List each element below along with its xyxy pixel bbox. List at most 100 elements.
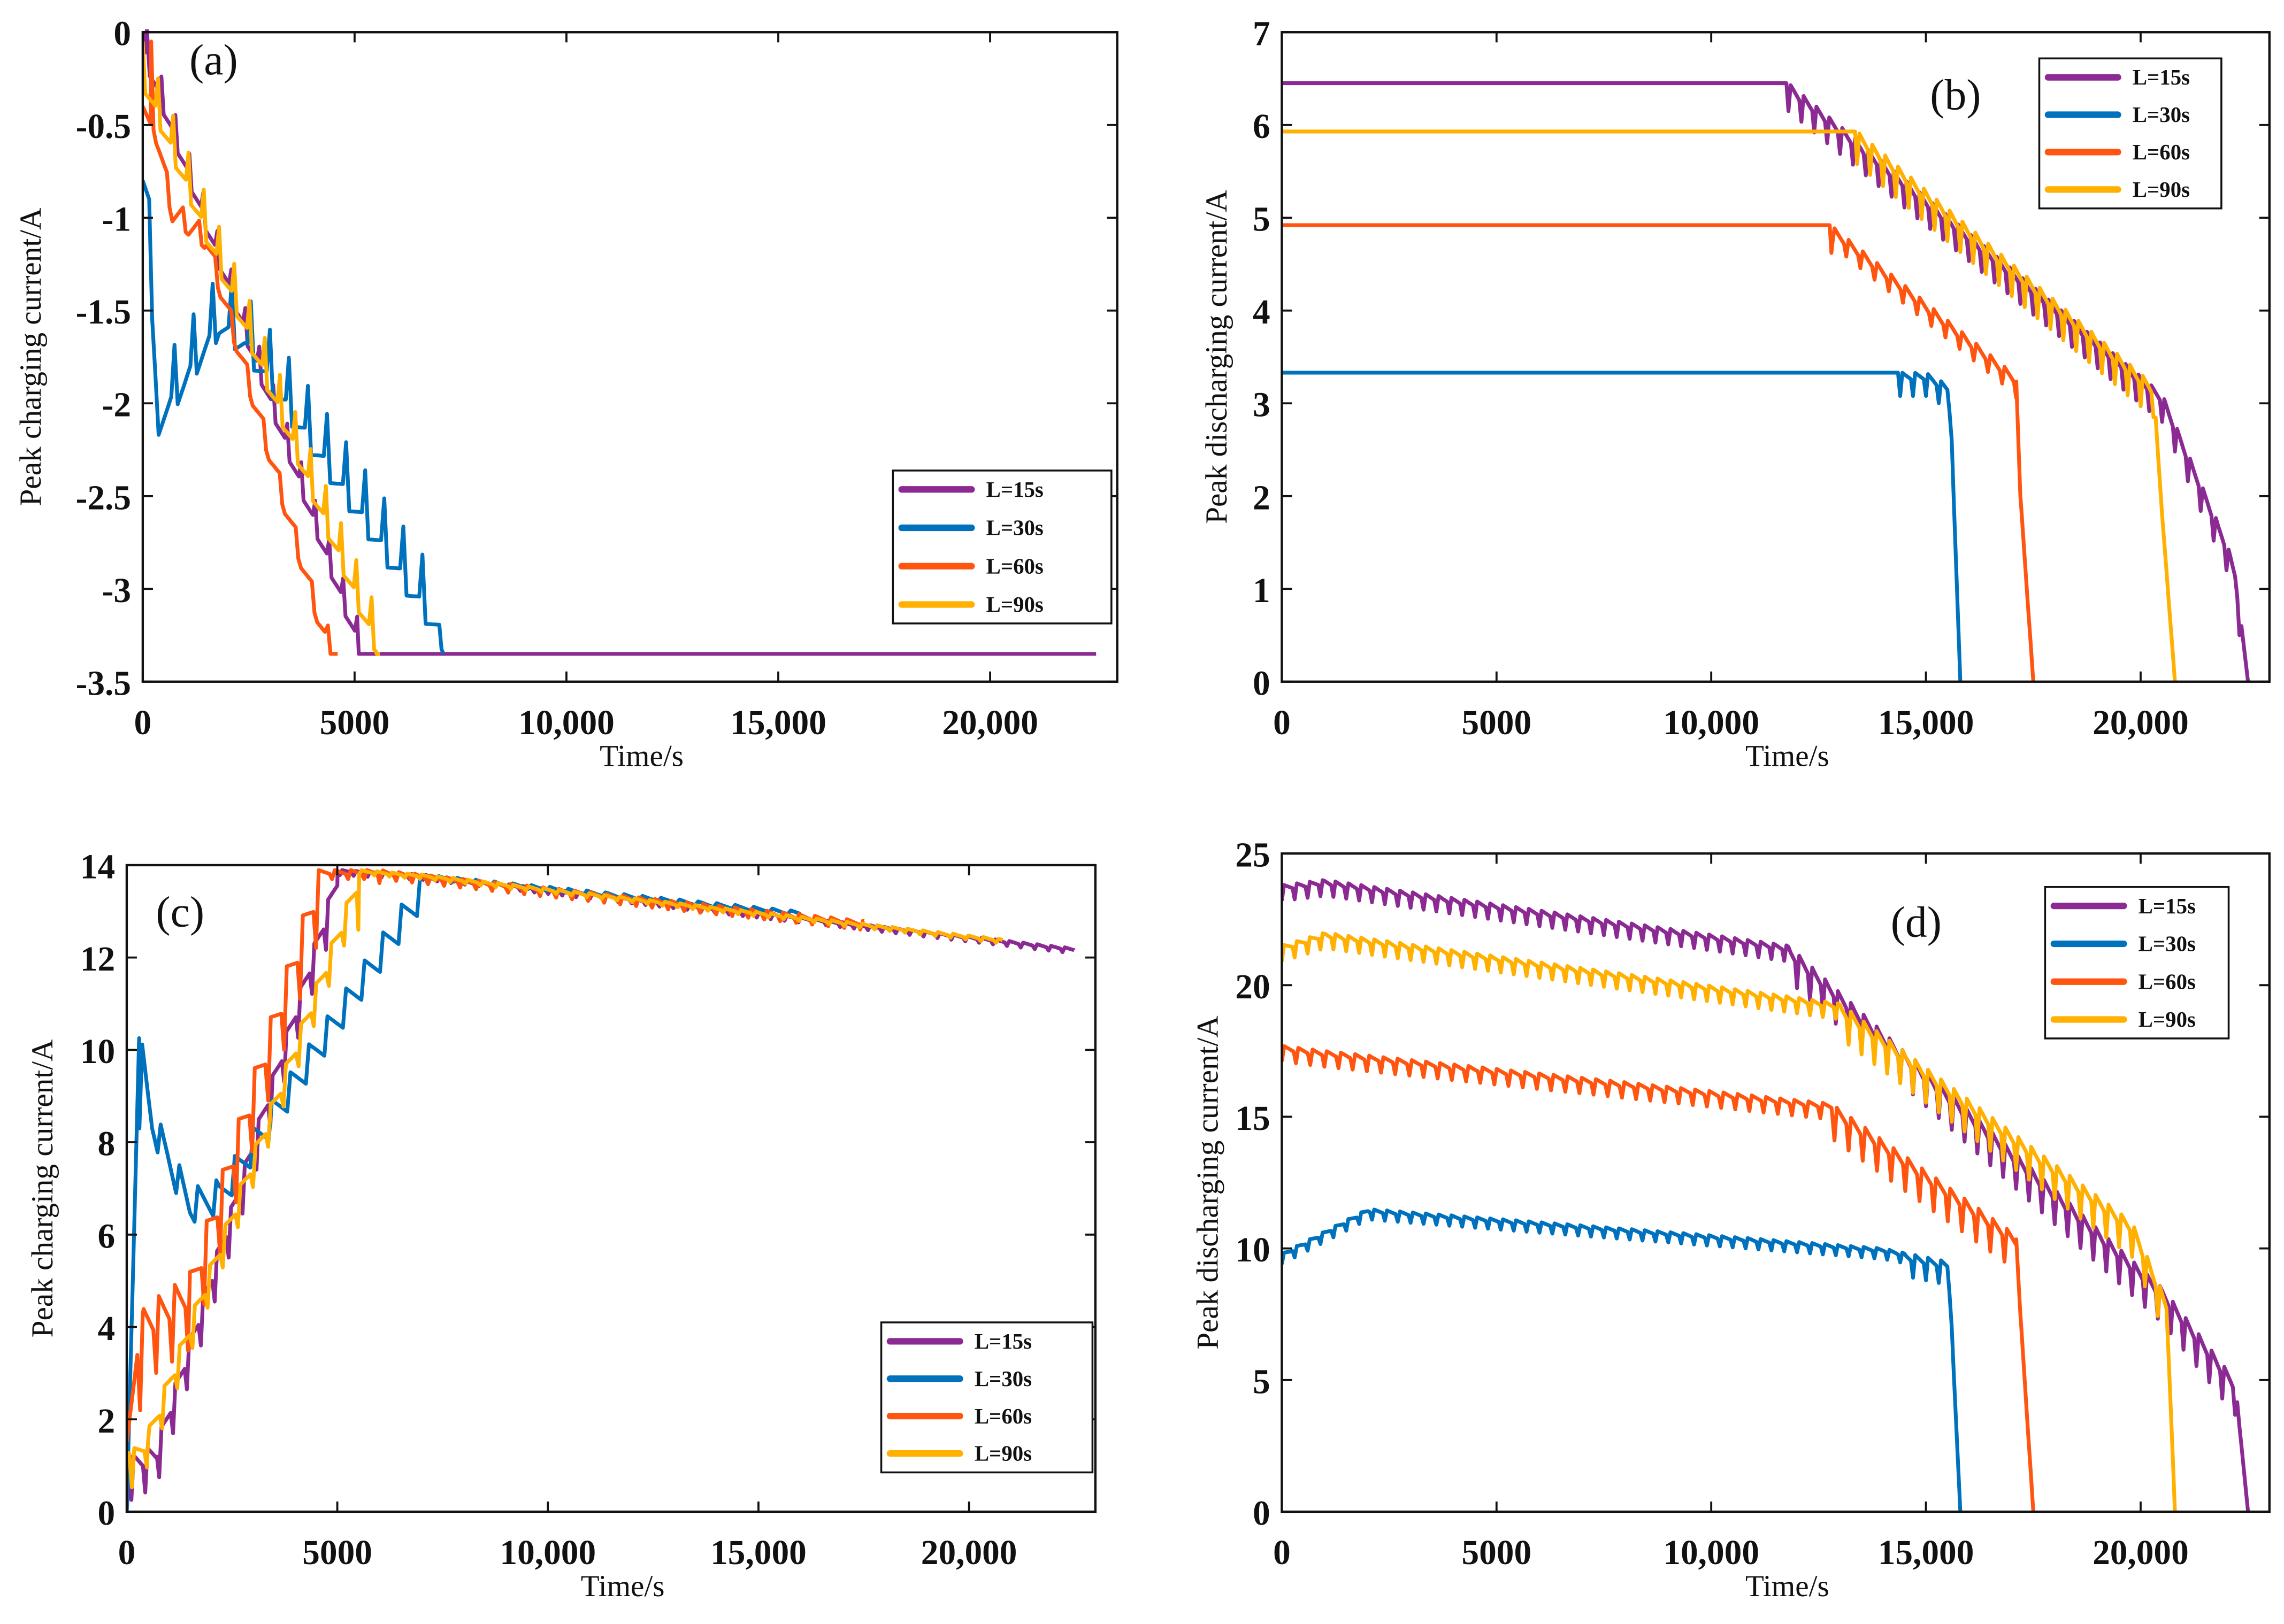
x-tick-label: 0	[134, 704, 152, 742]
y-tick-label: -1	[102, 201, 131, 239]
legend-entry: L=60s	[2133, 140, 2190, 164]
y-tick-label: 7	[1253, 15, 1270, 53]
y-tick-label: -3	[102, 572, 131, 610]
series-group	[1282, 878, 2250, 1512]
axes-box	[1281, 852, 2271, 1513]
series-line-l90s	[142, 41, 381, 656]
series-line-l30s	[1282, 371, 1963, 682]
legend-entry: L=90s	[2139, 1007, 2196, 1032]
x-tick-label: 5000	[1461, 704, 1531, 742]
y-tick-label: 4	[97, 1310, 115, 1348]
panel-label: (a)	[189, 35, 238, 84]
x-tick-label: 5000	[320, 704, 390, 742]
series-line-l60s	[142, 40, 338, 656]
y-tick-label: 5	[1253, 201, 1270, 239]
y-tick-label: 4	[1253, 293, 1270, 332]
x-tick-label: 5000	[1461, 1534, 1531, 1572]
legend: L=15s L=30s L=60s L=90s	[892, 470, 1113, 625]
panel-label: (b)	[1930, 71, 1981, 119]
y-tick-label: 0	[1253, 664, 1270, 703]
legend-entry: L=60s	[975, 1404, 1032, 1428]
panel-label: (d)	[1891, 897, 1942, 946]
legend: L=15s L=30s L=60s L=90s	[2044, 886, 2230, 1040]
legend: L=15s L=30s L=60s L=90s	[880, 1321, 1094, 1474]
y-tick-label: 20	[1235, 968, 1270, 1006]
y-tick-label: 25	[1235, 836, 1270, 875]
x-tick-label: 15,000	[730, 704, 826, 742]
legend-entry: L=30s	[2139, 932, 2196, 956]
panel-label: (c)	[156, 887, 204, 936]
series-line-l90s	[126, 868, 1003, 1490]
series-group	[142, 29, 1098, 656]
legend-entry: L=15s	[2139, 894, 2196, 918]
x-tick-label: 10,000	[1663, 1534, 1759, 1572]
legend-box	[880, 1321, 1094, 1474]
axes-box	[141, 31, 1118, 683]
y-tick-label: -0.5	[76, 107, 131, 146]
y-tick-label: 2	[1253, 479, 1270, 517]
x-tick-label: 10,000	[1663, 704, 1759, 742]
legend-entry: L=90s	[975, 1442, 1032, 1466]
x-tick-label: 20,000	[2093, 704, 2189, 742]
y-tick-label: 5	[1253, 1363, 1270, 1401]
panel-c: 0 5000 10,000 15,000 20,000 0 2 4 6 8 10 12 14 Time/s…	[26, 848, 1097, 1603]
series-group	[1282, 81, 2250, 682]
series-line-l30s	[126, 873, 802, 1512]
legend-entry: L=15s	[2133, 65, 2190, 89]
legend-entry: L=30s	[986, 516, 1044, 540]
legend-entry: L=30s	[2133, 103, 2190, 127]
x-axis-label: Time/s	[600, 740, 684, 773]
legend-entry: L=30s	[975, 1367, 1032, 1391]
legend-box	[892, 470, 1113, 625]
x-tick-label: 5000	[302, 1534, 372, 1572]
x-tick-label: 20,000	[942, 704, 1038, 742]
series-line-l15s	[1282, 81, 2250, 682]
axes-box	[125, 864, 1097, 1513]
legend-entry: L=60s	[2139, 969, 2196, 994]
y-tick-label: 0	[113, 15, 131, 53]
y-tick-label: 8	[97, 1125, 115, 1164]
axes-box	[1281, 31, 2271, 683]
legend-box	[2038, 57, 2222, 210]
y-tick-label: 6	[97, 1217, 115, 1256]
y-tick-label: 10	[1235, 1231, 1270, 1269]
y-tick-label: 14	[80, 848, 115, 886]
x-tick-label: 10,000	[518, 704, 615, 742]
x-tick-label: 0	[1273, 1534, 1291, 1572]
panel-b: 0 5000 10,000 15,000 20,000 0 1 2 3 4 5 6 7 Time/s Pea…	[1200, 15, 2271, 773]
y-tick-label: 1	[1253, 572, 1270, 610]
series-line-l60s	[126, 868, 865, 1443]
legend-entry: L=15s	[986, 478, 1044, 502]
x-tick-label: 10,000	[500, 1534, 596, 1572]
x-axis-label: Time/s	[1745, 740, 1829, 773]
y-tick-label: 0	[1253, 1495, 1270, 1533]
series-line-l90s	[1282, 129, 2177, 682]
y-tick-label: 3	[1253, 386, 1270, 425]
x-tick-label: 0	[1273, 704, 1291, 742]
legend: L=15s L=30s L=60s L=90s	[2038, 57, 2222, 210]
y-tick-label: 12	[80, 940, 115, 979]
y-tick-label: -2.5	[76, 479, 131, 517]
y-tick-label: -3.5	[76, 664, 131, 703]
series-line-l60s	[1282, 223, 2035, 682]
x-tick-label: 15,000	[1878, 704, 1974, 742]
legend-entry: L=90s	[2133, 178, 2190, 202]
y-axis-label: Peak discharging current/A	[1200, 190, 1233, 524]
y-axis-label: Peak discharging current/A	[1191, 1015, 1225, 1349]
series-line-l15s	[1282, 878, 2250, 1512]
legend-entry: L=60s	[986, 554, 1044, 578]
x-tick-label: 15,000	[1878, 1534, 1974, 1572]
x-axis-label: Time/s	[581, 1569, 665, 1603]
y-tick-label: 6	[1253, 107, 1270, 146]
series-line-l60s	[1282, 1044, 2035, 1512]
x-tick-label: 20,000	[2093, 1534, 2189, 1572]
series-group	[126, 868, 1076, 1512]
legend-entry: L=90s	[986, 592, 1044, 617]
y-tick-label: 2	[97, 1402, 115, 1441]
x-tick-label: 15,000	[710, 1534, 807, 1572]
panel-d: 0 5000 10,000 15,000 20,000 0 5 10 15 20 25 Time/s P…	[1191, 836, 2271, 1603]
legend-entry: L=15s	[975, 1329, 1032, 1353]
x-axis-label: Time/s	[1745, 1569, 1829, 1603]
y-tick-label: 0	[97, 1495, 115, 1533]
